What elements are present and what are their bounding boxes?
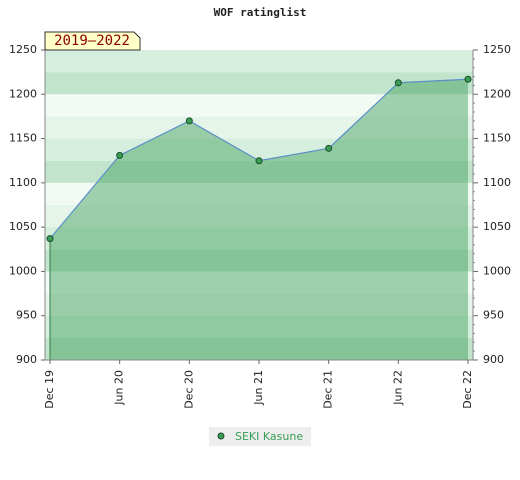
- grid-band: [45, 205, 473, 228]
- area: [50, 79, 468, 360]
- x-tick-label: Dec 22: [461, 370, 474, 409]
- grid-band: [45, 116, 473, 139]
- x-tick-label: Dec 21: [322, 370, 335, 409]
- grid-band: [45, 227, 473, 250]
- grid-band: [45, 138, 473, 161]
- y-tick-label: 1050: [9, 220, 37, 233]
- y2-tick-label: 1000: [483, 264, 511, 277]
- y2-tick-label: 1100: [483, 176, 511, 189]
- y2-tick-label: 1150: [483, 132, 511, 145]
- grid-band: [45, 50, 473, 73]
- data-point: [394, 79, 402, 87]
- y-tick-label: 1250: [9, 43, 37, 56]
- annotation: 2019–2022: [54, 33, 130, 49]
- y2-tick-label: 900: [483, 353, 504, 366]
- y2-tick-label: 950: [483, 309, 504, 322]
- x-tick-label: Dec 20: [182, 370, 195, 409]
- legend-label: SEKI Kasune: [235, 430, 303, 443]
- chart-title: WOF ratinglist: [214, 6, 307, 19]
- data-point: [464, 75, 472, 83]
- data-point: [185, 117, 193, 125]
- grid-band: [45, 271, 473, 294]
- data-point: [116, 151, 124, 159]
- grid-band: [45, 337, 473, 360]
- annotation-box: [44, 31, 141, 51]
- y-tick-label: 900: [16, 353, 37, 366]
- y-tick-label: 1000: [9, 264, 37, 277]
- y2-tick-label: 1200: [483, 87, 511, 100]
- y2-tick-label: 1250: [483, 43, 511, 56]
- legend-marker: [217, 432, 225, 440]
- y2-tick-label: 1050: [483, 220, 511, 233]
- data-point: [46, 235, 54, 243]
- x-tick-label: Dec 19: [43, 370, 56, 409]
- x-tick-label: Jun 20: [113, 370, 126, 406]
- y-tick-label: 950: [16, 309, 37, 322]
- grid-band: [45, 293, 473, 316]
- x-tick-label: Jun 21: [252, 370, 265, 406]
- grid-band: [45, 94, 473, 117]
- legend-box: [209, 427, 311, 446]
- grid-band: [45, 160, 473, 183]
- data-point: [255, 157, 263, 165]
- y-tick-label: 1150: [9, 132, 37, 145]
- y-tick-label: 1100: [9, 176, 37, 189]
- y-tick-label: 1200: [9, 87, 37, 100]
- x-tick-label: Jun 22: [391, 370, 404, 406]
- data-point: [325, 144, 333, 152]
- grid-band: [45, 182, 473, 205]
- grid-band: [45, 249, 473, 272]
- grid-band: [45, 315, 473, 338]
- grid-band: [45, 72, 473, 95]
